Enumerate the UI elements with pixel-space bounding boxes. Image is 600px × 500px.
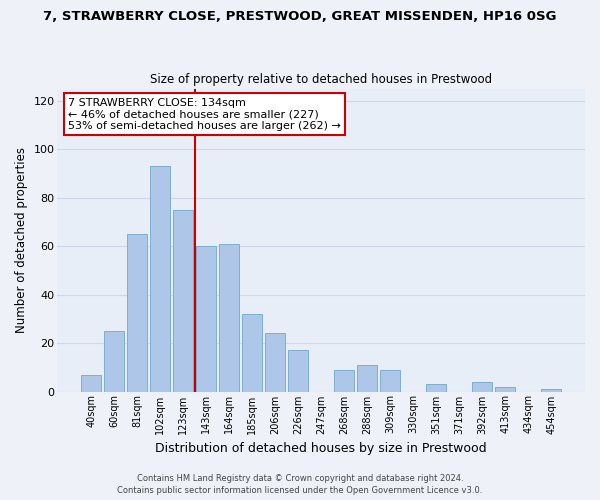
Bar	[472, 382, 492, 392]
Bar	[289, 350, 308, 392]
Title: Size of property relative to detached houses in Prestwood: Size of property relative to detached ho…	[150, 73, 492, 86]
Bar	[242, 314, 262, 392]
Bar	[127, 234, 147, 392]
Bar	[265, 334, 285, 392]
Bar	[104, 331, 124, 392]
Bar	[173, 210, 193, 392]
Bar	[220, 244, 239, 392]
Bar	[334, 370, 354, 392]
Bar	[196, 246, 216, 392]
Bar	[380, 370, 400, 392]
Y-axis label: Number of detached properties: Number of detached properties	[15, 147, 28, 333]
Bar	[151, 166, 170, 392]
Bar	[82, 374, 101, 392]
Text: 7, STRAWBERRY CLOSE, PRESTWOOD, GREAT MISSENDEN, HP16 0SG: 7, STRAWBERRY CLOSE, PRESTWOOD, GREAT MI…	[43, 10, 557, 23]
Bar	[427, 384, 446, 392]
Bar	[496, 386, 515, 392]
Bar	[541, 389, 561, 392]
X-axis label: Distribution of detached houses by size in Prestwood: Distribution of detached houses by size …	[155, 442, 487, 455]
Text: Contains HM Land Registry data © Crown copyright and database right 2024.
Contai: Contains HM Land Registry data © Crown c…	[118, 474, 482, 495]
Text: 7 STRAWBERRY CLOSE: 134sqm
← 46% of detached houses are smaller (227)
53% of sem: 7 STRAWBERRY CLOSE: 134sqm ← 46% of deta…	[68, 98, 341, 131]
Bar	[358, 365, 377, 392]
